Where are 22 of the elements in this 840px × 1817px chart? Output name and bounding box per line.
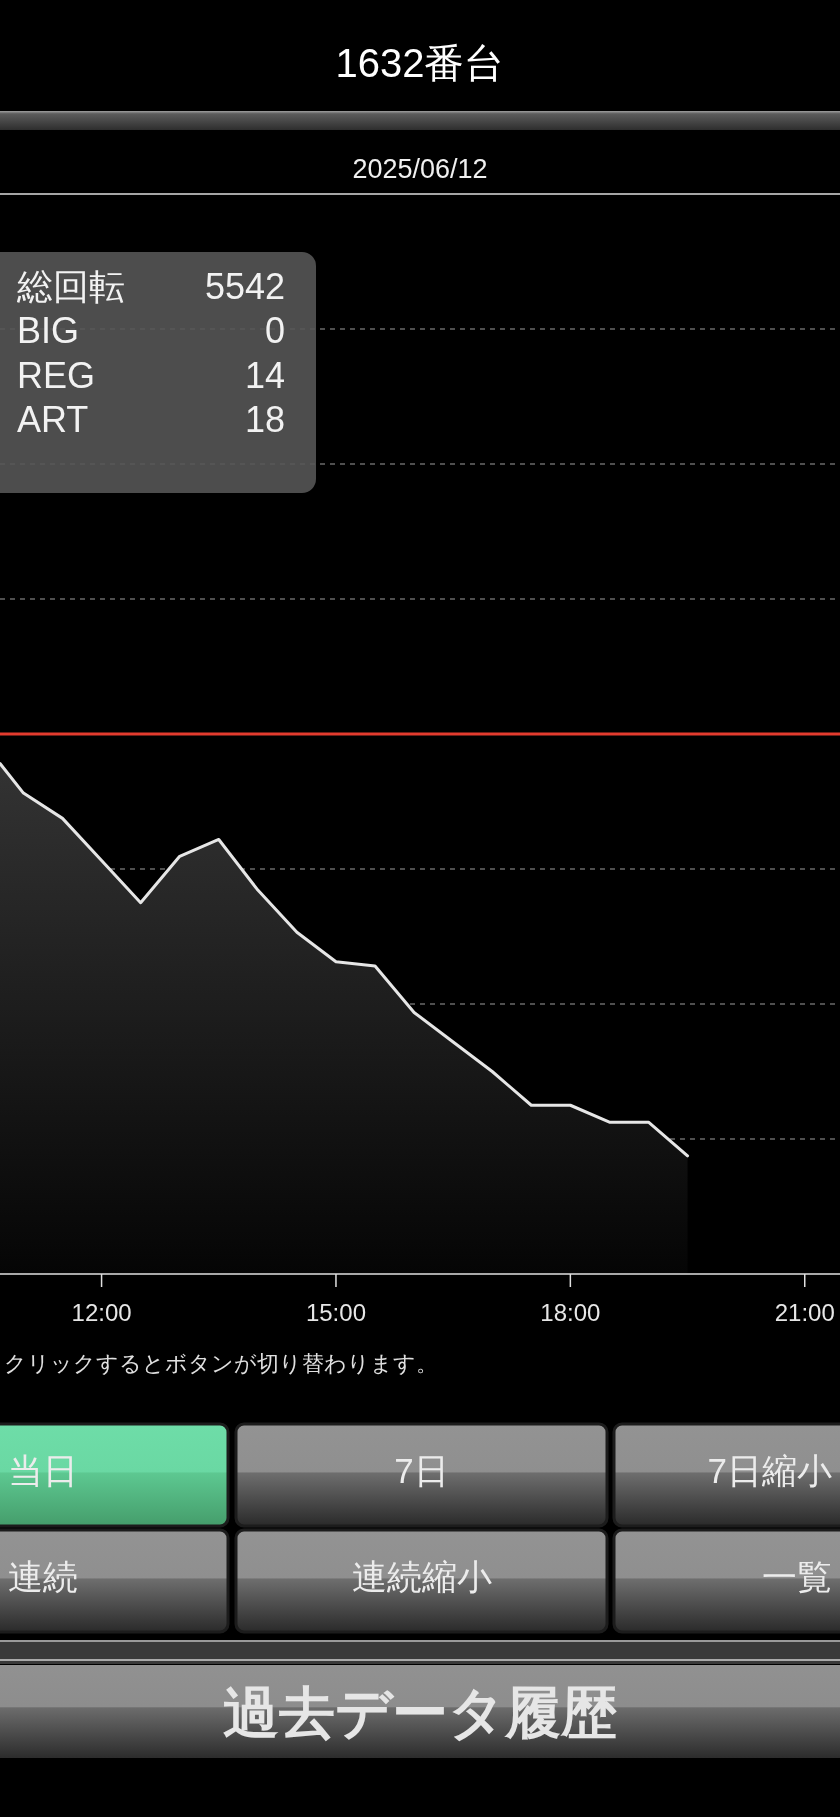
- text: REG: [17, 354, 96, 396]
- text: 5542: [204, 266, 285, 307]
- x-tick-label: 12:00: [71, 1299, 132, 1326]
- chart-title: 1632番台: [335, 41, 505, 85]
- chart-subtitle: 2025/06/12: [352, 154, 488, 184]
- text: 14: [244, 354, 285, 396]
- text: 連続: [8, 1557, 78, 1596]
- text: 総回転: [16, 266, 125, 307]
- text: ART: [17, 399, 89, 441]
- x-tick-label: 18:00: [540, 1299, 601, 1326]
- text: 一覧: [762, 1557, 832, 1596]
- text: 18: [244, 399, 285, 441]
- x-tick-label: 21:00: [774, 1299, 835, 1326]
- text: 連続縮小: [351, 1557, 492, 1596]
- x-tick-label: 15:00: [305, 1299, 366, 1326]
- text: 7日: [394, 1451, 449, 1490]
- text: BIG: [17, 310, 80, 352]
- text: 7日縮小: [707, 1451, 832, 1490]
- text: 0: [264, 310, 285, 352]
- text: 過去データ履歴: [223, 1681, 617, 1744]
- text: クリックするとボタンが切り替わります。: [4, 1351, 438, 1376]
- text: 当日: [8, 1451, 78, 1490]
